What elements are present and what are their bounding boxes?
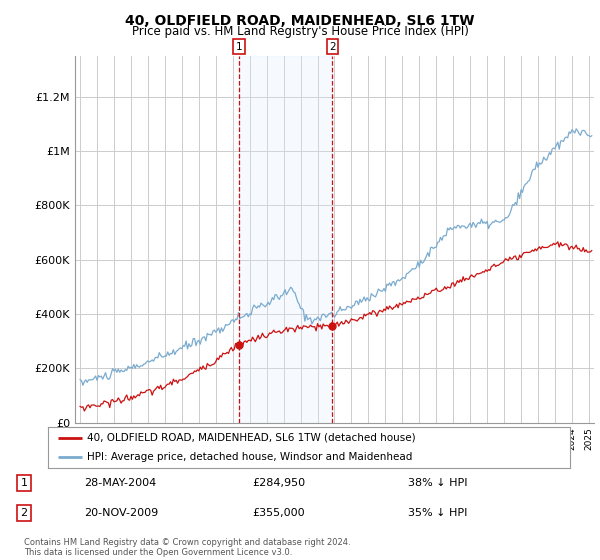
Text: Price paid vs. HM Land Registry's House Price Index (HPI): Price paid vs. HM Land Registry's House … — [131, 25, 469, 38]
Text: £284,950: £284,950 — [252, 478, 305, 488]
Bar — [239, 56, 332, 423]
Text: 28-MAY-2004: 28-MAY-2004 — [84, 478, 156, 488]
Text: 1: 1 — [236, 42, 242, 52]
Text: 2: 2 — [329, 42, 336, 52]
Text: £355,000: £355,000 — [252, 508, 305, 518]
Text: 38% ↓ HPI: 38% ↓ HPI — [408, 478, 467, 488]
Text: Contains HM Land Registry data © Crown copyright and database right 2024.
This d: Contains HM Land Registry data © Crown c… — [24, 538, 350, 557]
Text: 1: 1 — [20, 478, 28, 488]
Text: 2: 2 — [20, 508, 28, 518]
Text: HPI: Average price, detached house, Windsor and Maidenhead: HPI: Average price, detached house, Wind… — [87, 452, 413, 462]
Text: 20-NOV-2009: 20-NOV-2009 — [84, 508, 158, 518]
Text: 40, OLDFIELD ROAD, MAIDENHEAD, SL6 1TW: 40, OLDFIELD ROAD, MAIDENHEAD, SL6 1TW — [125, 14, 475, 28]
Text: 35% ↓ HPI: 35% ↓ HPI — [408, 508, 467, 518]
Text: 40, OLDFIELD ROAD, MAIDENHEAD, SL6 1TW (detached house): 40, OLDFIELD ROAD, MAIDENHEAD, SL6 1TW (… — [87, 433, 416, 443]
